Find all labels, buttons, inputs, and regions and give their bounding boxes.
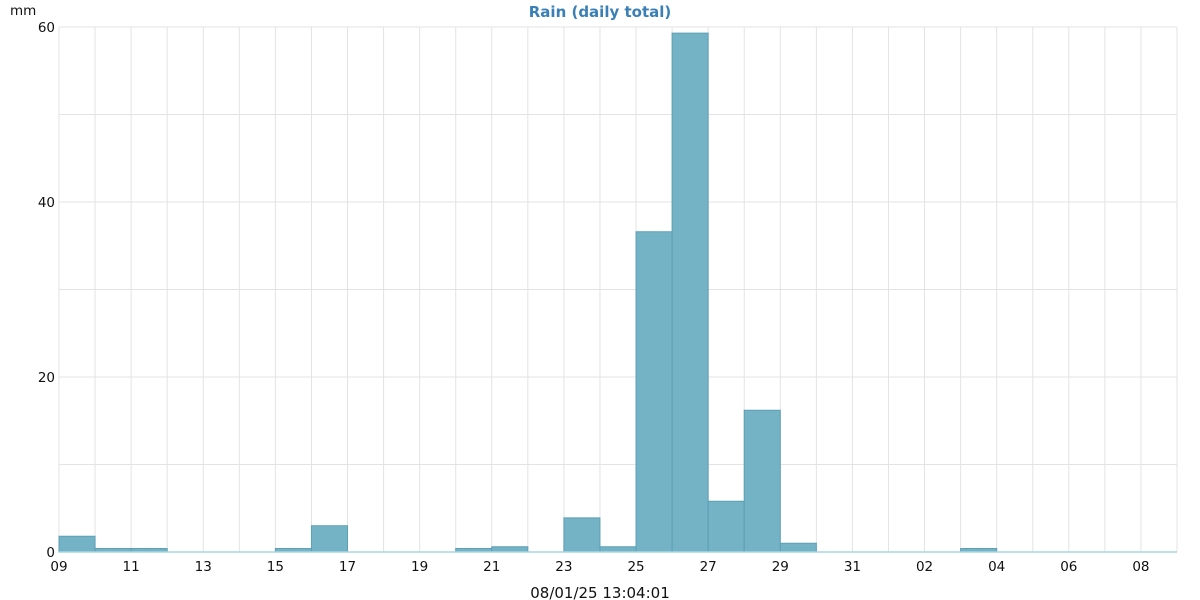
x-tick-label: 06 <box>1060 559 1077 575</box>
x-tick-label: 09 <box>50 559 67 575</box>
x-tick-label: 13 <box>195 559 212 575</box>
bar-26 <box>671 32 709 553</box>
bar-16 <box>310 525 349 553</box>
bar-27 <box>707 500 745 553</box>
grid-layer <box>58 26 1178 553</box>
x-tick-label: 25 <box>627 559 644 575</box>
y-tick-labels: 0 20 40 60 <box>38 20 55 561</box>
x-tick-label: 19 <box>411 559 428 575</box>
y-tick-label: 60 <box>38 20 55 36</box>
chart-title: Rain (daily total) <box>529 3 671 21</box>
timestamp-label: 08/01/25 13:04:01 <box>530 584 670 600</box>
y-axis-unit-label: mm <box>10 3 36 19</box>
y-tick-label: 20 <box>38 370 55 386</box>
bar-21 <box>491 546 529 553</box>
bars-layer <box>58 32 998 553</box>
bar-24 <box>599 546 637 553</box>
bar-25 <box>635 231 673 553</box>
x-tick-label: 23 <box>555 559 572 575</box>
x-tick-label: 17 <box>339 559 356 575</box>
bar-28 <box>743 409 781 553</box>
bar-23 <box>563 517 601 553</box>
x-tick-label: 15 <box>267 559 284 575</box>
x-tick-label: 04 <box>988 559 1005 575</box>
x-tick-label: 31 <box>844 559 861 575</box>
x-tick-label: 21 <box>483 559 500 575</box>
x-tick-label: 29 <box>772 559 789 575</box>
y-tick-label: 0 <box>46 545 55 561</box>
x-tick-label: 08 <box>1132 559 1149 575</box>
x-tick-label: 11 <box>123 559 140 575</box>
y-tick-label: 40 <box>38 195 55 211</box>
x-tick-labels: 09 11 13 15 17 19 21 23 25 27 29 31 02 04 06 08 <box>50 559 1149 575</box>
x-tick-label: 02 <box>916 559 933 575</box>
bar-09 <box>58 535 96 553</box>
x-tick-label: 27 <box>700 559 717 575</box>
bar-29 <box>779 542 817 553</box>
